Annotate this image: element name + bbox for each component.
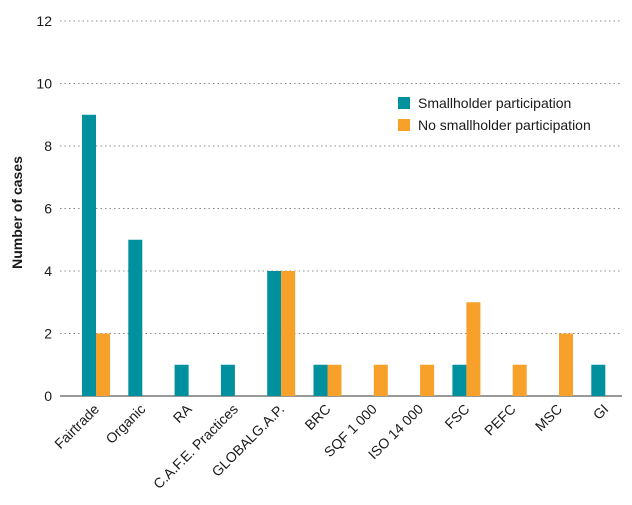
bar-smallholder [174, 364, 189, 396]
category-label: Fairtrade [51, 401, 102, 452]
y-tick-label: 0 [44, 388, 52, 404]
bar-no-smallholder [327, 364, 342, 396]
y-tick-label: 12 [36, 13, 52, 29]
category-label: PEFC [481, 401, 519, 439]
bar-no-smallholder [466, 302, 481, 396]
bar-smallholder [313, 364, 328, 396]
legend: Smallholder participation No smallholder … [398, 95, 591, 133]
bar-no-smallholder [96, 333, 110, 396]
bar-smallholder [82, 114, 96, 396]
y-tick-label: 4 [44, 263, 52, 279]
y-tick-labels: 0 2 4 6 8 10 12 [36, 13, 52, 404]
bar-no-smallholder [512, 364, 527, 396]
category-label: GI [590, 401, 612, 423]
legend-label: Smallholder participation [418, 95, 571, 111]
bars [82, 114, 606, 396]
category-label: MSC [532, 401, 565, 434]
bar-smallholder [267, 271, 282, 396]
y-tick-label: 10 [36, 76, 52, 92]
x-tick-labels: Fairtrade Organic RAC.A.F.E. PracticesGLOB… [51, 400, 611, 492]
category-label: Organic [102, 401, 148, 447]
bar-smallholder [128, 239, 143, 396]
bar-smallholder [220, 364, 235, 396]
legend-swatch [398, 119, 410, 131]
bar-no-smallholder [373, 364, 388, 396]
bar-no-smallholder [559, 333, 573, 396]
bar-no-smallholder [420, 364, 435, 396]
category-label: FSC [441, 401, 472, 432]
gridlines [60, 20, 622, 397]
category-label: RA [170, 400, 196, 426]
y-tick-label: 8 [44, 138, 52, 154]
y-axis-title: Number of cases [9, 156, 25, 269]
legend-label: No smallholder participation [418, 117, 591, 133]
bar-smallholder [452, 364, 467, 396]
category-label: C.A.F.E. Practices [150, 401, 241, 492]
bar-no-smallholder [281, 271, 296, 396]
legend-swatch [398, 97, 410, 109]
y-tick-label: 2 [44, 326, 52, 342]
category-label: BRC [301, 401, 333, 433]
bar-smallholder [591, 364, 606, 396]
y-tick-label: 6 [44, 201, 52, 217]
